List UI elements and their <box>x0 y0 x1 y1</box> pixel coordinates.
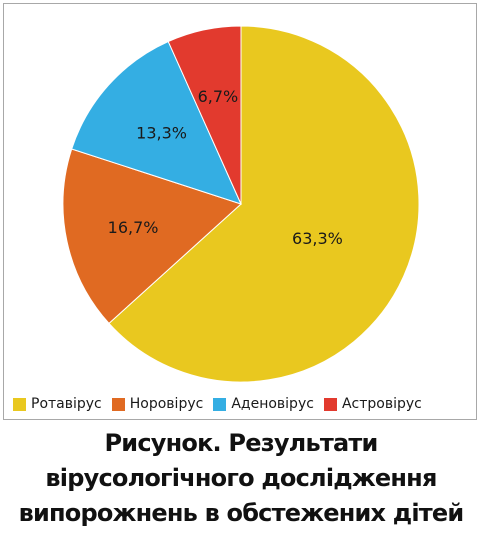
slice-rotavirus-label: 63,3% <box>292 229 343 248</box>
caption-line: Рисунок. Результати <box>104 429 379 457</box>
slice-rotavirus <box>108 25 420 383</box>
legend-label: Норовірус <box>129 396 204 412</box>
legend-swatch <box>13 397 26 411</box>
legend-swatch <box>323 397 337 411</box>
caption-line: вірусологічного дослідження <box>45 464 437 492</box>
slice-adenovirus <box>71 40 242 205</box>
figure-caption: Рисунок. Результати вірусологічного досл… <box>0 426 482 531</box>
slice-astrovirus-label: 6,7% <box>198 87 239 106</box>
legend-item-rotavirus: Ротавірус <box>13 396 102 412</box>
chart-panel: 63,3% 16,7% 13,3% 6,7% Ротавірус Норовірус … <box>3 3 477 420</box>
legend-item-astrovirus: Астровірус <box>323 396 422 412</box>
slice-norovirus <box>62 148 242 325</box>
legend-label: Ротавірус <box>31 396 102 412</box>
slice-adenovirus-label: 13,3% <box>136 124 187 143</box>
legend-label: Астровірус <box>341 396 422 412</box>
slice-norovirus-label: 16,7% <box>108 218 159 237</box>
slice-astrovirus <box>167 25 242 205</box>
caption-line: випорожнень в обстежених дітей <box>18 499 465 527</box>
legend-label: Аденовірус <box>231 396 314 412</box>
pie-chart: 63,3% 16,7% 13,3% 6,7% <box>62 25 420 383</box>
legend-swatch <box>111 397 125 411</box>
legend-swatch <box>213 397 227 411</box>
legend-item-norovirus: Норовірус <box>111 396 204 412</box>
legend-item-adenovirus: Аденовірус <box>213 396 314 412</box>
chart-legend: Ротавірус Норовірус Аденовірус Астровіру… <box>13 393 473 415</box>
